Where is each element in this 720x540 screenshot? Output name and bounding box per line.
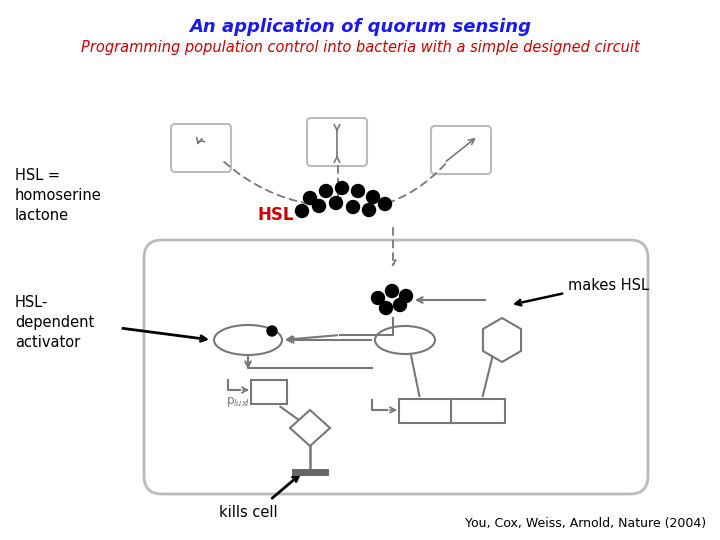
FancyBboxPatch shape: [307, 118, 367, 166]
Circle shape: [351, 185, 364, 198]
Circle shape: [312, 199, 325, 213]
FancyBboxPatch shape: [251, 380, 287, 404]
Circle shape: [362, 204, 376, 217]
Polygon shape: [483, 318, 521, 362]
FancyBboxPatch shape: [399, 399, 453, 423]
Ellipse shape: [214, 325, 282, 355]
Text: R: R: [400, 333, 410, 347]
Circle shape: [372, 292, 384, 305]
Ellipse shape: [375, 326, 435, 354]
Text: luxI: luxI: [467, 404, 490, 417]
Polygon shape: [290, 410, 330, 446]
Circle shape: [330, 197, 343, 210]
Circle shape: [385, 285, 398, 298]
Text: HSL-
dependent
activator: HSL- dependent activator: [15, 295, 94, 349]
Text: kills cell: kills cell: [219, 505, 277, 520]
Text: E: E: [305, 421, 315, 435]
Text: R*: R*: [235, 333, 252, 347]
FancyBboxPatch shape: [451, 399, 505, 423]
Circle shape: [379, 301, 392, 314]
Circle shape: [320, 185, 333, 198]
Circle shape: [366, 191, 379, 204]
Circle shape: [267, 326, 277, 336]
Circle shape: [336, 181, 348, 194]
FancyBboxPatch shape: [431, 126, 491, 174]
Text: HSL =
homoserine
lactone: HSL = homoserine lactone: [15, 168, 102, 222]
Text: luxR: luxR: [413, 404, 440, 417]
FancyBboxPatch shape: [171, 124, 231, 172]
Text: E: E: [265, 385, 274, 399]
Text: I: I: [500, 333, 504, 347]
Text: You, Cox, Weiss, Arnold, Nature (2004): You, Cox, Weiss, Arnold, Nature (2004): [465, 517, 706, 530]
Circle shape: [394, 299, 407, 312]
Text: Programming population control into bacteria with a simple designed circuit: Programming population control into bact…: [81, 40, 639, 55]
Circle shape: [400, 289, 413, 302]
Text: An application of quorum sensing: An application of quorum sensing: [189, 18, 531, 36]
FancyBboxPatch shape: [144, 240, 648, 494]
Circle shape: [295, 205, 308, 218]
Circle shape: [346, 200, 359, 213]
Circle shape: [304, 192, 317, 205]
Text: makes HSL: makes HSL: [568, 278, 649, 293]
Text: p$_{luxI}$: p$_{luxI}$: [226, 395, 250, 409]
Text: HSL: HSL: [258, 206, 294, 224]
Circle shape: [379, 198, 392, 211]
